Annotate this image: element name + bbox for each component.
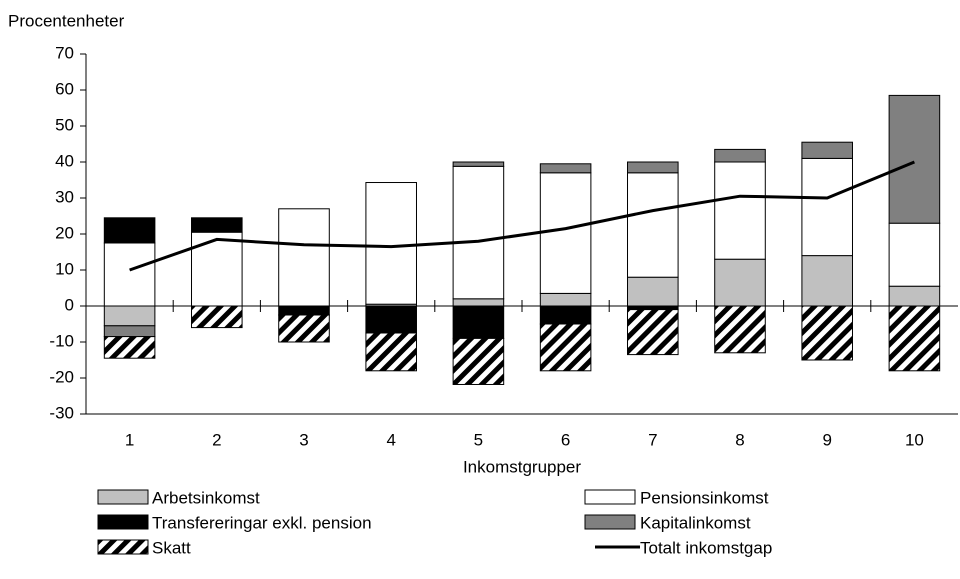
bar-segment [627,172,679,278]
bar-segment [452,298,505,307]
bar-segment [103,325,156,338]
legend-label: Skatt [152,538,191,557]
bar-segment [801,141,853,159]
bar-segment [888,285,941,307]
bar-segment [278,314,330,343]
x-tick-label: 10 [905,430,924,449]
legend-label: Arbetsinkomst [152,488,260,507]
total-line [129,160,915,272]
bar-segment [801,305,853,361]
legend-label: Pensionsinkomst [640,488,769,507]
legend-swatch [97,514,149,530]
y-tick-label: 60 [55,79,74,98]
x-tick-label: 3 [299,430,308,449]
bar-segment [714,161,766,260]
y-tick-label: 10 [55,259,74,278]
y-tick-label: 0 [65,295,74,314]
bar-segment [801,157,853,257]
x-tick-label: 7 [648,430,657,449]
bar-segment [627,276,679,307]
bar-segment [888,222,941,287]
bar-segment [191,231,243,307]
bar-segment [103,217,156,244]
bar-segment [801,255,853,307]
bar-segment [365,182,417,305]
bar-segment [627,161,679,174]
y-tick-label: 30 [55,187,74,206]
bar-segment [103,242,156,307]
bar-segment [714,258,766,307]
y-tick-label: -10 [49,331,74,350]
bar-segment [365,332,417,372]
x-tick-label: 9 [822,430,831,449]
legend-swatch [584,514,636,530]
x-tick-label: 1 [125,430,134,449]
x-tick-label: 4 [386,430,395,449]
y-tick-label: -20 [49,367,74,386]
y-tick-label: 20 [55,223,74,242]
x-tick-label: 5 [474,430,483,449]
bar-segment [888,305,941,372]
y-tick-label: 70 [55,43,74,62]
bar-segment [365,305,417,334]
bar-segment [539,172,592,294]
x-tick-label: 2 [212,430,221,449]
bar-segment [103,305,156,327]
legend-label: Transfereringar exkl. pension [152,513,372,532]
bar-segment [452,161,505,167]
bar-segment [278,305,330,316]
bar-segment [191,305,243,329]
bar-segment [103,336,156,359]
legend-swatch [584,489,636,505]
legend-swatch [97,489,149,505]
x-tick-label: 6 [561,430,570,449]
bar-segment [452,337,505,385]
bar-segment [539,163,592,174]
x-axis-label: Inkomstgrupper [463,457,581,476]
bar-segment [452,305,505,339]
y-axis-label: Procentenheter [8,11,125,30]
bar-segment [191,217,243,233]
bar-segment [539,305,592,325]
bar-segment [539,323,592,372]
y-tick-label: 50 [55,115,74,134]
legend-swatch [97,539,149,555]
bar-segment [888,94,941,224]
y-tick-label: 40 [55,151,74,170]
y-tick-label: -30 [49,403,74,422]
legend-label: Totalt inkomstgap [640,538,772,557]
bar-segment [627,309,679,356]
bar-segment [278,208,330,307]
bar-segment [627,305,679,311]
bar-segment [539,292,592,307]
legend-label: Kapitalinkomst [640,513,751,532]
x-tick-label: 8 [735,430,744,449]
bar-segment [714,148,766,163]
bar-segment [714,305,766,354]
bar-segment [452,165,505,300]
